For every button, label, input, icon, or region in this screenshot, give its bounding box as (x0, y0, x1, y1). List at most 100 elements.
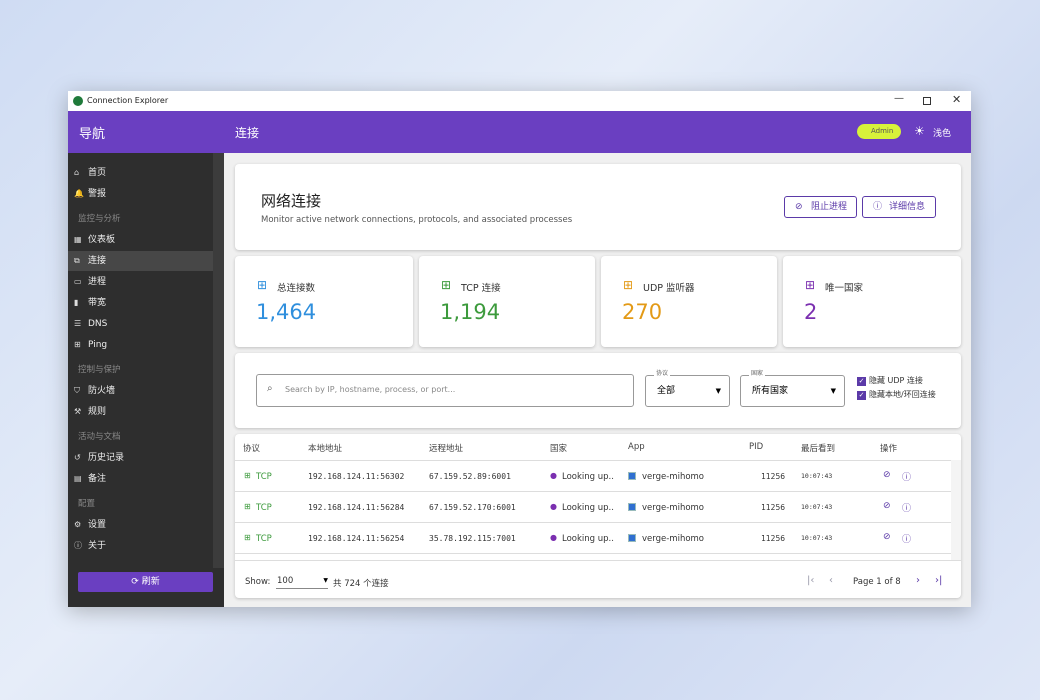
nav-item[interactable]: ⓘ 关于 (68, 536, 213, 556)
page-subtitle: Monitor active network connections, prot… (261, 215, 573, 225)
nav-label: 设置 (88, 520, 107, 530)
nav-item[interactable]: ⚙ 设置 (68, 515, 213, 535)
page-indicator: Page 1 of 8 (853, 577, 901, 587)
nav-item[interactable]: ▮ 带宽 (68, 293, 213, 313)
select-value: 所有国家 (752, 386, 789, 396)
checkbox[interactable]: ✓ 隐藏本地/环回连接 (857, 390, 936, 400)
nav-item[interactable]: ☰ DNS (68, 314, 213, 334)
stat-card: ⊞ 总连接数 1,464 (235, 256, 413, 347)
sidebar: ⟳ 刷新 ⌂ 首页 🔔 警报 监控与分析 ▦ 仪表板 ⧉ 连接 ▭ 进程 ▮ 带宽 ☰ DNS ⊞ Ping 控制… (68, 153, 224, 607)
address: 192.168.124.11:56302 (308, 472, 405, 481)
stat-card: ⊞ TCP 连接 1,194 (419, 256, 595, 347)
block-button[interactable]: 阻止进程 ⊘ (784, 196, 857, 218)
checkbox[interactable]: ✓ 隐藏 UDP 连接 (857, 376, 923, 386)
nav-icon: ⓘ (74, 541, 82, 550)
select-value: 全部 (657, 386, 676, 396)
nav-item[interactable]: 🔔 警报 (68, 184, 213, 204)
last-seen: 10:07:43 (801, 503, 833, 511)
title-bar: Connection Explorer — ✕ (68, 91, 971, 111)
section-label: 控制与保护 (78, 365, 121, 375)
nav-item[interactable]: ▦ 仪表板 (68, 230, 213, 250)
app-icon (628, 534, 636, 542)
nav-icon: ⚙ (74, 520, 82, 529)
theme-icon[interactable]: ☀ (914, 124, 925, 138)
show-label: Show: (245, 577, 271, 587)
nav-label: 规则 (88, 407, 107, 417)
protocol-icon: ⊞ (244, 471, 251, 480)
select-label: 国家 (749, 369, 766, 379)
country-select[interactable]: 国家 所有国家 ▼ (740, 369, 845, 407)
protocol-icon: ⊞ (244, 533, 251, 542)
stat-card: ⊞ UDP 监听器 270 (601, 256, 777, 347)
search-box[interactable]: ⌕ Search by IP, hostname, process, or po… (256, 374, 634, 407)
country: Looking up... (562, 534, 614, 544)
app: verge-mihomo (642, 503, 705, 513)
window-title: Connection Explorer (87, 96, 169, 105)
stat-value: 2 (804, 300, 818, 324)
nav-item[interactable]: ⚒ 规则 (68, 402, 213, 422)
country-icon: ● (550, 502, 557, 511)
nav-item[interactable]: ⌂ 首页 (68, 163, 213, 183)
nav-label: 带宽 (88, 298, 107, 308)
stat-icon: ⊞ (441, 278, 452, 292)
nav-item[interactable]: ⛉ 防火墙 (68, 381, 213, 401)
block-action[interactable]: ⊘ (883, 470, 891, 480)
pid: 11256 (761, 534, 785, 543)
refresh-button[interactable]: ⟳ 刷新 (78, 572, 213, 592)
nav-icon: ⚒ (74, 407, 82, 416)
nav-label: 防火墙 (88, 386, 116, 396)
nav-label: 连接 (88, 256, 107, 266)
scrollbar (951, 460, 961, 560)
stat-value: 270 (622, 300, 663, 324)
nav-icon: ⛉ (74, 386, 80, 395)
stat-label: 唯一国家 (825, 283, 864, 294)
protocol-select[interactable]: 协议 全部 ▼ (645, 369, 730, 407)
badge-text: Admin (871, 127, 894, 135)
nav-label: 历史记录 (88, 453, 125, 463)
column-header: 远程地址 (429, 444, 464, 454)
info-action[interactable]: ⓘ (902, 504, 912, 514)
prev-page[interactable]: ‹ (829, 575, 833, 586)
details-button[interactable]: 详细信息 ⓘ (862, 196, 936, 218)
sidebar-title: 导航 (79, 127, 106, 142)
address: 35.78.192.115:7001 (429, 534, 516, 543)
country-icon: ● (550, 471, 557, 480)
app-icon (628, 472, 636, 480)
block-action[interactable]: ⊘ (883, 501, 891, 511)
page-size-select[interactable]: 100 ▼ (276, 573, 328, 589)
nav-icon: ↺ (74, 453, 81, 462)
nav-item[interactable]: ↺ 历史记录 (68, 448, 213, 468)
block-action[interactable]: ⊘ (883, 532, 891, 542)
close[interactable]: ✕ (952, 93, 962, 106)
nav-item[interactable]: ⧉ 连接 (68, 251, 213, 271)
page-size: 100 (277, 576, 294, 586)
theme-label[interactable]: 浅色 (933, 129, 952, 139)
nav-label: DNS (88, 319, 108, 329)
stat-icon: ⊞ (257, 278, 268, 292)
nav-item[interactable]: ⊞ Ping (68, 335, 213, 355)
table-card: Show: 100 ▼ 共 724 个连接 |‹ ‹ Page 1 of 8 › … (235, 434, 961, 598)
nav-item[interactable]: ▭ 进程 (68, 272, 213, 292)
total-text: 共 724 个连接 (333, 579, 389, 589)
column-header: PID (749, 442, 764, 452)
next-page[interactable]: › (916, 575, 920, 586)
nav-label: 首页 (88, 168, 107, 178)
stat-icon: ⊞ (623, 278, 634, 292)
search-placeholder: Search by IP, hostname, process, or port… (285, 385, 456, 394)
button-label: 阻止进程 (811, 202, 848, 212)
minimize[interactable]: — (894, 93, 904, 104)
checkbox-label: 隐藏本地/环回连接 (869, 390, 936, 399)
scrollbar (213, 153, 224, 568)
app-icon (73, 96, 83, 106)
maximize[interactable] (923, 97, 931, 105)
last-page[interactable]: ›| (935, 575, 943, 586)
nav-label: 备注 (88, 474, 107, 484)
window: Connection Explorer — ✕ 导航 ⟳ 刷新 ⌂ 首页 🔔 警报 监控… (68, 91, 971, 607)
nav-item[interactable]: ▤ 备注 (68, 469, 213, 489)
first-page[interactable]: |‹ (807, 575, 815, 586)
info-action[interactable]: ⓘ (902, 473, 912, 483)
nav-icon: ⧉ (74, 256, 80, 265)
header-title: 连接 (235, 126, 260, 140)
info-action[interactable]: ⓘ (902, 535, 912, 545)
